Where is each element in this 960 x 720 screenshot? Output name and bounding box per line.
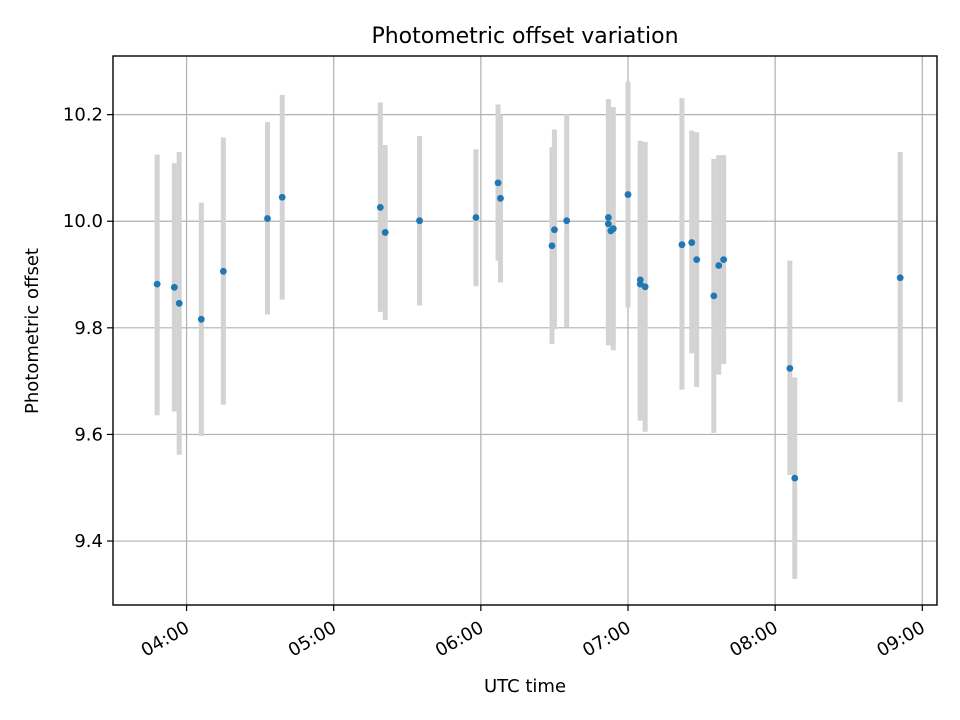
data-point bbox=[264, 215, 271, 222]
data-point bbox=[693, 256, 701, 264]
y-axis: 9.4 9.6 9.8 10.0 10.2 bbox=[63, 105, 113, 552]
data-point bbox=[641, 283, 649, 291]
data-point bbox=[896, 274, 904, 282]
data-point bbox=[688, 239, 696, 246]
data-point bbox=[497, 194, 504, 202]
y-tick-label: 9.6 bbox=[74, 424, 103, 445]
data-point bbox=[624, 191, 632, 198]
data-point bbox=[170, 283, 178, 291]
data-point bbox=[604, 220, 612, 228]
data-point bbox=[153, 280, 161, 288]
data-point bbox=[175, 299, 183, 307]
data-point bbox=[609, 225, 617, 233]
y-axis-label: Photometric offset bbox=[22, 248, 43, 414]
x-axis-label: UTC time bbox=[484, 676, 566, 697]
y-tick-label: 10.0 bbox=[63, 211, 103, 232]
y-tick-label: 9.4 bbox=[74, 531, 103, 552]
data-point bbox=[710, 292, 718, 300]
data-point bbox=[551, 226, 558, 234]
data-point bbox=[604, 214, 612, 221]
data-point bbox=[494, 179, 502, 187]
data-point bbox=[563, 217, 571, 225]
data-point bbox=[548, 242, 556, 250]
data-point bbox=[472, 214, 480, 221]
data-point bbox=[376, 203, 384, 211]
plot-frame bbox=[112, 55, 938, 606]
data-point bbox=[791, 474, 799, 482]
y-tick-label: 9.8 bbox=[74, 318, 103, 339]
data-point bbox=[715, 262, 723, 269]
data-point bbox=[219, 267, 227, 275]
data-point bbox=[416, 217, 423, 225]
data-point bbox=[678, 241, 686, 249]
data-point bbox=[197, 315, 205, 323]
chart-title: Photometric offset variation bbox=[371, 24, 678, 49]
data-point bbox=[381, 229, 389, 236]
data-point bbox=[720, 256, 728, 264]
data-point bbox=[278, 193, 286, 201]
data-points bbox=[153, 179, 904, 482]
y-tick-label: 10.2 bbox=[63, 105, 103, 126]
grid bbox=[113, 56, 937, 605]
data-point bbox=[786, 364, 794, 372]
